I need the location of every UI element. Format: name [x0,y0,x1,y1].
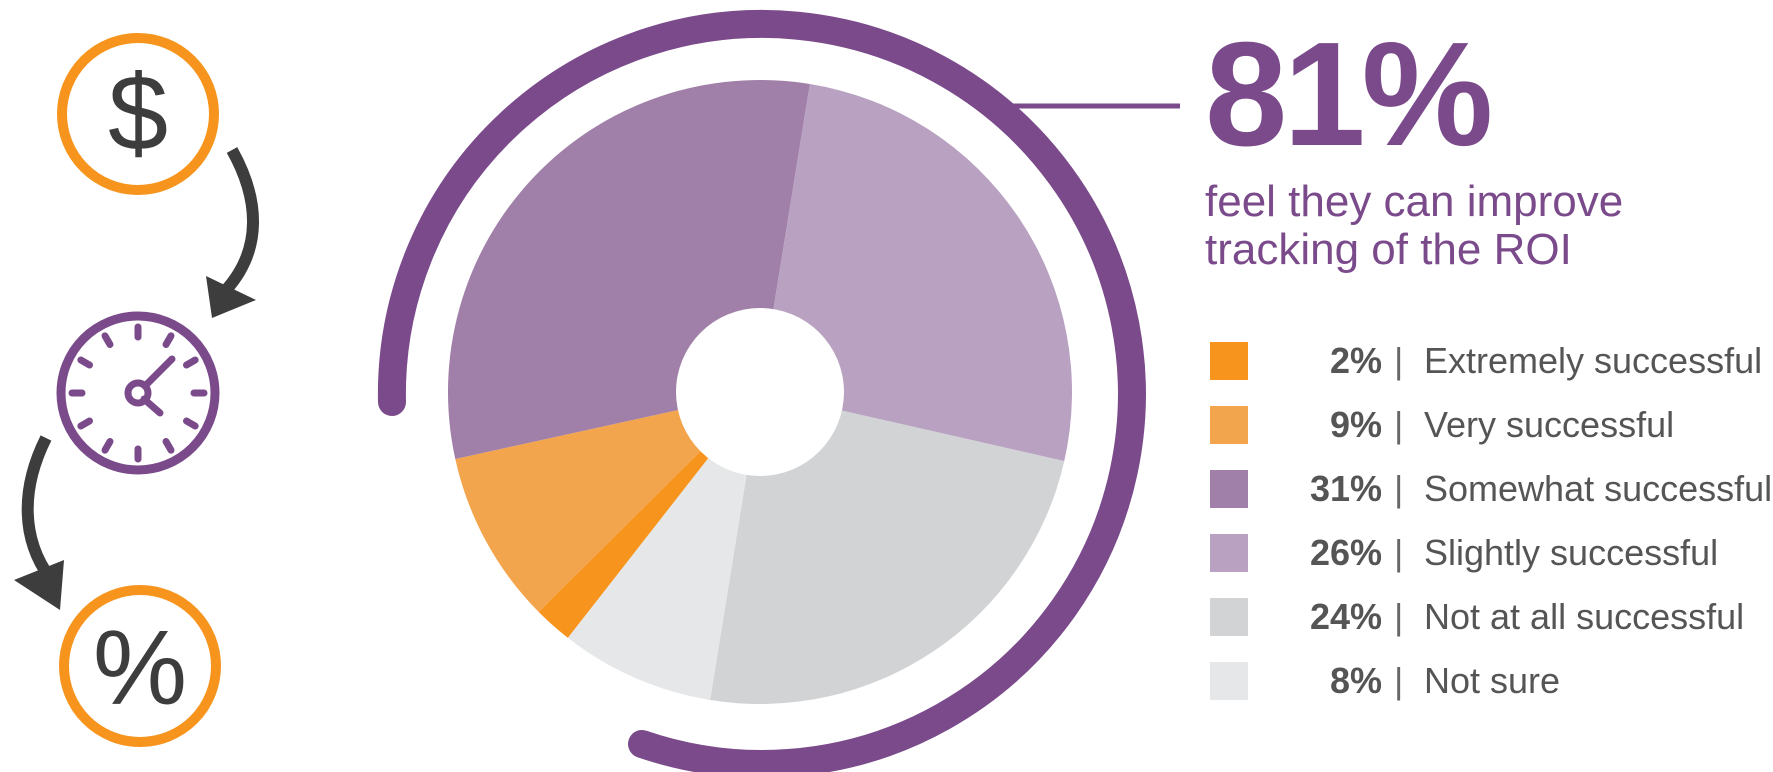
legend-label: Extremely successful [1424,340,1763,381]
legend-percent: 26% [1309,532,1382,573]
legend-label: Not at all successful [1424,596,1745,637]
stat-caption-line-1: feel they can improve [1205,177,1624,226]
percent-symbol: % [93,609,187,727]
chart-legend: 2% | Extremely successful 9% | Very successfu… [1210,338,1773,722]
legend-swatch [1210,662,1248,700]
legend-separator: | [1394,340,1404,381]
legend-swatch [1210,406,1248,444]
dollar-icon: $ [57,33,219,195]
legend-swatch [1210,342,1248,380]
legend-swatch [1210,534,1248,572]
legend-item: 31% | Somewhat successful [1210,466,1773,530]
donut-chart [377,9,1180,772]
donut-hole [676,308,844,476]
stopwatch-tick [77,356,94,369]
stopwatch-tick [101,437,114,454]
legend-item: 26% | Slightly successful [1210,530,1770,594]
stopwatch-tick [162,332,175,349]
legend-percent: 24% [1309,596,1382,637]
legend-item: 8% | Not sure [1210,658,1770,722]
legend-swatch [1210,470,1248,508]
legend-label: Not sure [1424,660,1561,701]
legend-separator: | [1394,404,1404,445]
stopwatch-tick [101,332,114,349]
stopwatch-icon [56,311,220,475]
stopwatch-tick [162,437,175,454]
legend-percent: 31% [1309,468,1382,509]
pie-slice [567,392,760,700]
curved-arrow-icon [14,435,64,610]
legend-percent: 8% [1329,660,1382,701]
legend-label: Slightly successful [1424,532,1719,573]
legend-percent: 9% [1329,404,1382,445]
legend-separator: | [1394,532,1404,573]
stat-caption-line-2: tracking of the ROI [1205,225,1572,274]
legend-swatch [1210,598,1248,636]
legend-separator: | [1394,660,1404,701]
stopwatch-tick [77,417,94,430]
legend-item: 24% | Not at all successful [1210,594,1770,658]
stopwatch-tick [182,417,199,430]
legend-label: Very successful [1424,404,1675,445]
dollar-symbol: $ [108,52,168,173]
legend-label: Somewhat successful [1424,468,1773,509]
pie-slice [710,392,1065,704]
stat-block: 81% feel they can improve tracking of th… [1205,20,1623,274]
legend-separator: | [1394,596,1404,637]
percent-icon: % [59,585,221,747]
outer-arc [377,9,1146,772]
legend-percent: 2% [1329,340,1382,381]
legend-item: 2% | Extremely successful [1210,338,1770,402]
legend-separator: | [1394,468,1404,509]
stopwatch-tick [182,356,199,369]
stat-value: 81% [1205,12,1493,177]
legend-item: 9% | Very successful [1210,402,1770,466]
pie-slice [455,392,760,612]
curved-arrow-icon [206,147,259,318]
process-icons: $ % [14,33,259,747]
